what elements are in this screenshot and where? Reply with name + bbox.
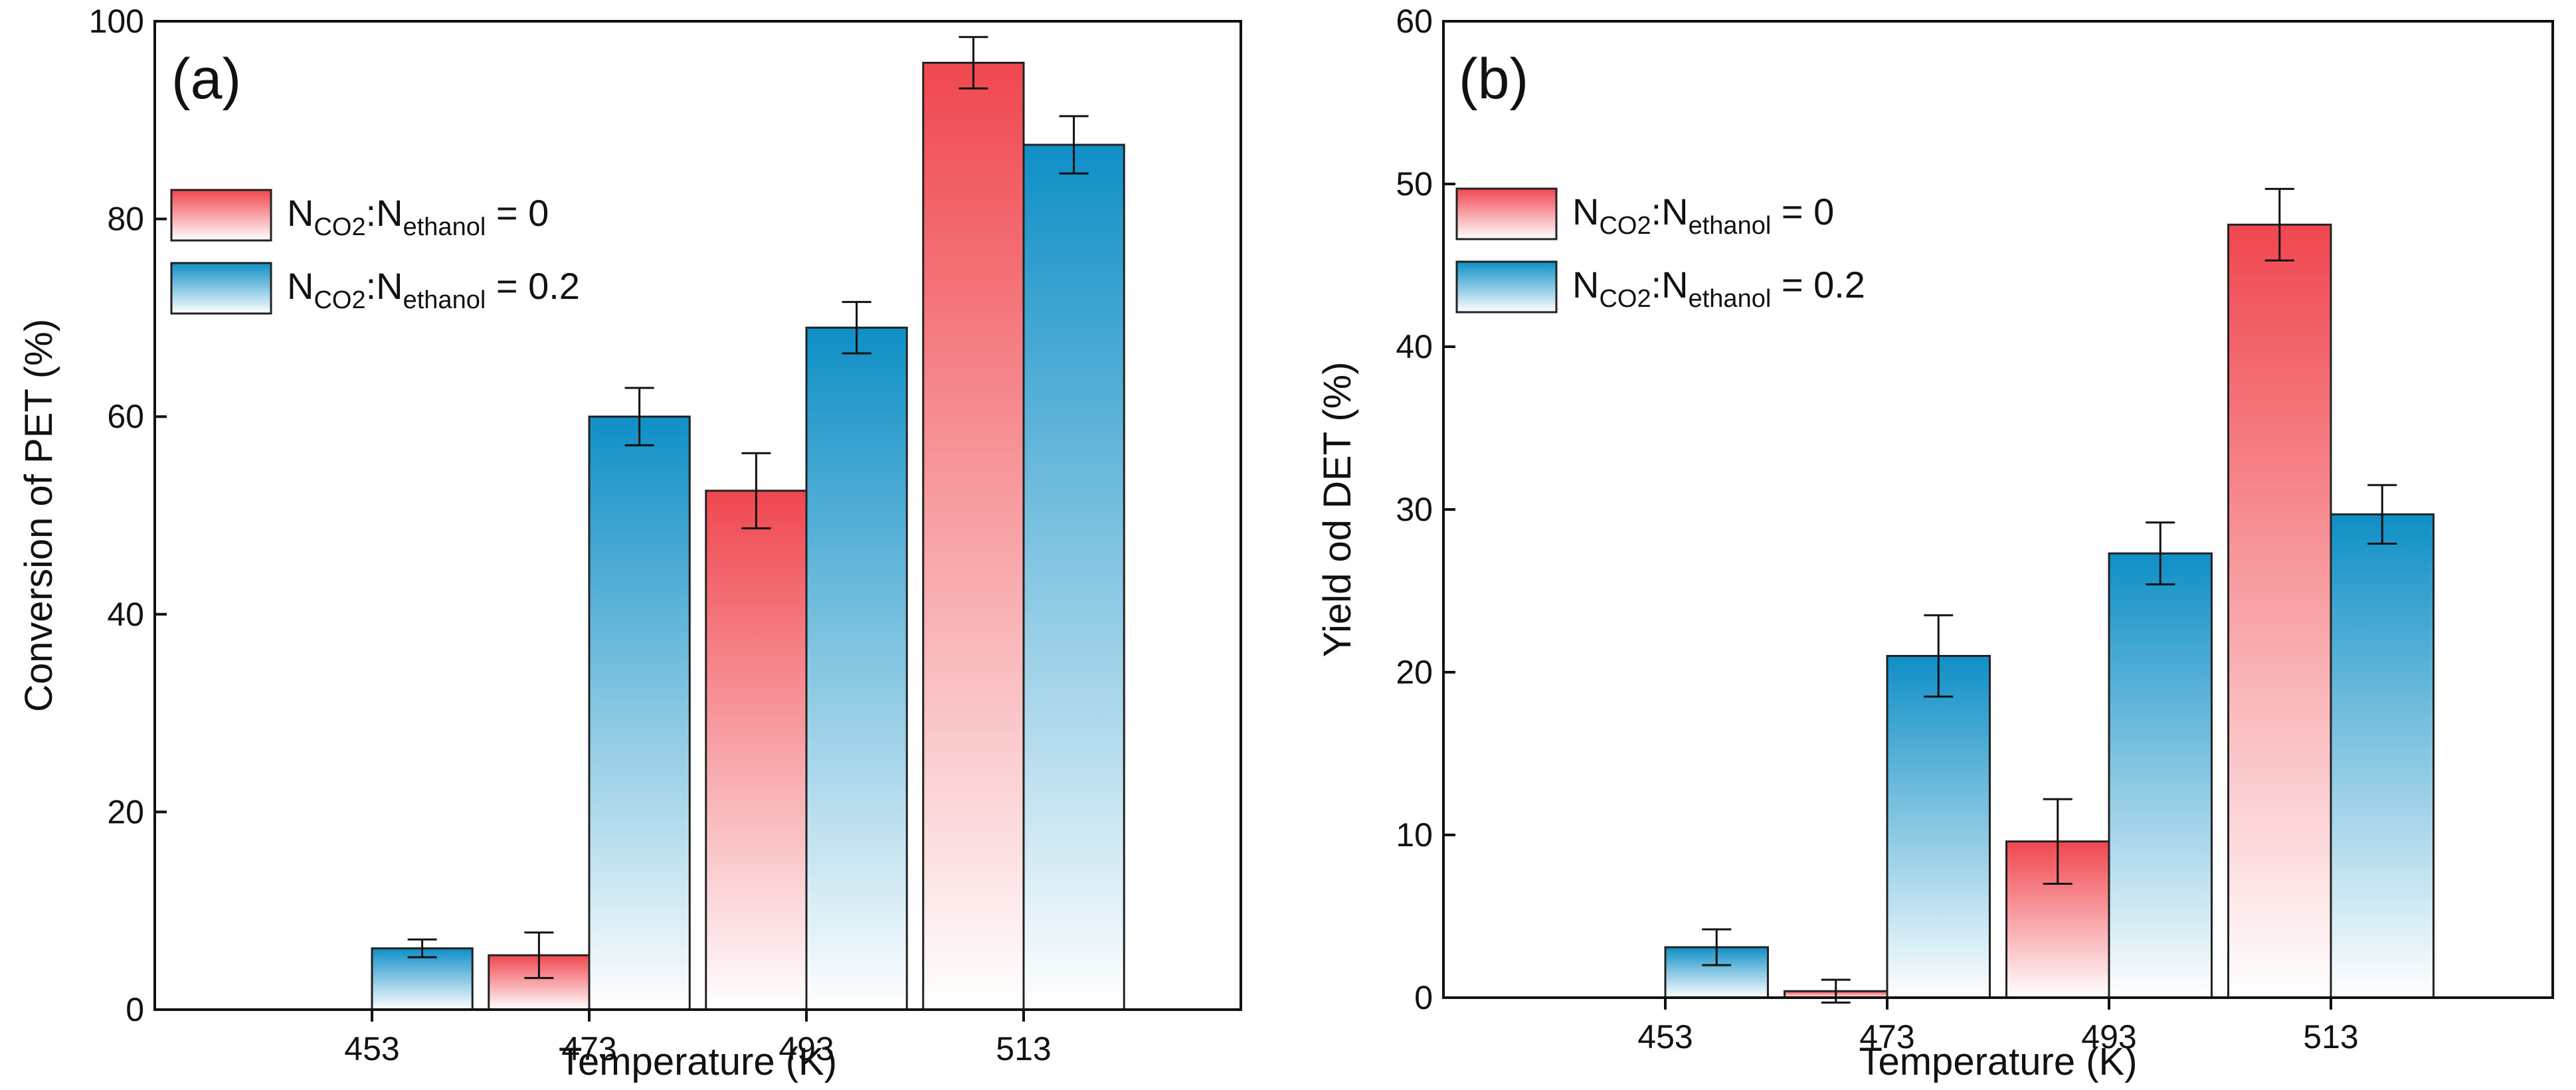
- error-bar-a-series0-513: [959, 36, 988, 90]
- error-bar-b-series0-493: [2043, 798, 2072, 885]
- legend-label-a-1: NCO2:Nethanol = 0.2: [287, 265, 580, 314]
- y-tick-label-b-20: 20: [1396, 654, 1433, 691]
- error-bar-b-series0-513: [2264, 187, 2294, 262]
- legend-swatch-b-1: [1455, 260, 1558, 314]
- y-tick-label-a-60: 60: [107, 398, 144, 435]
- x-tick-label-a-473: 473: [561, 1030, 616, 1067]
- error-bar-a-series1-513: [1059, 115, 1089, 175]
- x-tick-label-a-453: 453: [344, 1030, 399, 1067]
- chart-panel-a: 0 20 40 60 80 100 453 473 493 513 Temperature (K) C…: [17, 3, 1242, 1083]
- x-tick-label-b-493: 493: [2081, 1018, 2136, 1055]
- y-axis-title-a: Conversion of PET (%): [17, 319, 60, 712]
- x-tick-label-b-453: 453: [1637, 1018, 1693, 1055]
- y-tick-label-b-60: 60: [1396, 3, 1433, 40]
- y-tick-label-b-10: 10: [1396, 816, 1433, 854]
- y-tick-label-b-40: 40: [1396, 328, 1433, 365]
- x-tick-label-a-513: 513: [996, 1030, 1051, 1067]
- error-bar-a-series1-493: [842, 301, 872, 355]
- error-bar-b-series1-473: [1924, 614, 1954, 698]
- bar-a-series1-513: [1022, 143, 1125, 1011]
- y-tick-label-a-40: 40: [107, 596, 144, 633]
- chart-panel-b: 0 10 20 30 40 50 60 453 473 493 513 Temperature (K)…: [1316, 3, 2554, 1083]
- legend-label-b-1: NCO2:Nethanol = 0.2: [1572, 264, 1865, 313]
- bar-b-series0-513: [2227, 223, 2332, 999]
- y-axis-title-b: Yield od DET (%): [1316, 362, 1359, 658]
- x-axis-title-b: Temperature (K): [1859, 1040, 2137, 1083]
- error-bar-a-series1-453: [407, 938, 437, 958]
- legend-label-a-0: NCO2:Nethanol = 0: [287, 192, 549, 241]
- error-bar-b-series1-453: [1702, 928, 1732, 966]
- y-tick-label-b-50: 50: [1396, 165, 1433, 203]
- bar-a-series0-493: [705, 490, 808, 1011]
- error-bar-b-series1-513: [2367, 484, 2397, 545]
- legend-item-b-0: NCO2:Nethanol = 0: [1455, 187, 1834, 240]
- x-axis-title-a: Temperature (K): [559, 1040, 837, 1083]
- error-bar-b-series1-493: [2146, 521, 2175, 586]
- legend-swatch-a-0: [170, 189, 272, 242]
- panel-label-b: (b): [1459, 47, 1528, 111]
- x-tick-label-a-493: 493: [779, 1030, 834, 1067]
- x-tick-label-b-473: 473: [1859, 1018, 1914, 1055]
- error-bar-a-series0-473: [524, 931, 554, 979]
- y-tick-label-a-0: 0: [126, 991, 144, 1028]
- x-tick-label-b-513: 513: [2303, 1018, 2358, 1055]
- error-bar-a-series0-493: [741, 452, 771, 529]
- y-tick-label-a-20: 20: [107, 793, 144, 830]
- error-bar-a-series1-473: [624, 387, 654, 446]
- bar-b-series1-513: [2330, 513, 2435, 999]
- legend-item-b-1: NCO2:Nethanol = 0.2: [1455, 260, 1865, 314]
- bar-b-series1-493: [2108, 552, 2213, 999]
- legend-item-a-0: NCO2:Nethanol = 0: [170, 189, 549, 242]
- legend-label-b-0: NCO2:Nethanol = 0: [1572, 191, 1834, 240]
- y-tick-label-b-0: 0: [1414, 979, 1433, 1016]
- panel-label-a: (a): [171, 47, 241, 111]
- bar-a-series1-493: [805, 326, 908, 1011]
- y-tick-label-a-80: 80: [107, 201, 144, 238]
- y-tick-label-a-100: 100: [89, 3, 144, 40]
- plot-frame-a: [153, 20, 1242, 1011]
- legend-item-a-1: NCO2:Nethanol = 0.2: [170, 262, 580, 315]
- legend-swatch-a-1: [170, 262, 272, 315]
- bar-b-series1-473: [1886, 655, 1991, 999]
- bar-a-series1-473: [588, 415, 691, 1011]
- bar-a-series0-513: [922, 61, 1025, 1011]
- y-tick-label-b-30: 30: [1396, 491, 1433, 528]
- legend-swatch-b-0: [1455, 187, 1558, 240]
